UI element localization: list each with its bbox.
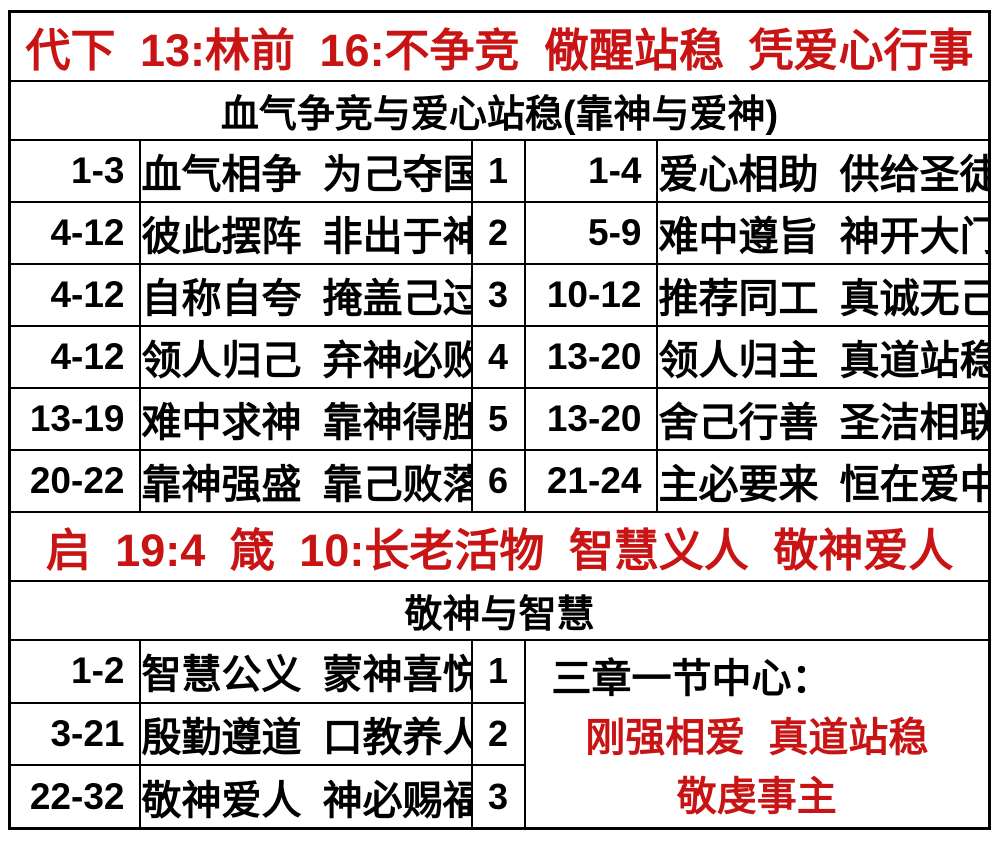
table-row: 1-3 血气相争 为己夺国 1 1-4 爱心相助 供给圣徒 [8, 139, 991, 203]
outline-text-right: 爱心相助 供给圣徒 [655, 139, 991, 203]
outline-text-left: 靠神强盛 靠己败落 [138, 449, 473, 513]
section1-title: 血气争竞与爱心站稳(靠神与爱神) [8, 80, 991, 141]
summary-line-1: 刚强相爱 真道站稳 [585, 715, 929, 760]
row-number: 2 [470, 201, 526, 265]
outline-text-left: 殷勤遵道 口教养人 [138, 701, 473, 767]
section1-title-row: 血气争竞与爱心站稳(靠神与爱神) [8, 80, 991, 141]
verse-range-left: 13-19 [8, 387, 141, 451]
verse-range-right: 13-20 [523, 387, 658, 451]
summary-line-2: 敬虔事主 [676, 775, 837, 820]
verse-range-right: 10-12 [523, 263, 658, 327]
verse-range-left: 1-2 [8, 639, 141, 704]
outline-text-right: 主必要来 恒在爱中 [655, 449, 991, 513]
outline-text-left: 难中求神 靠神得胜 [138, 387, 473, 451]
verse-range-right: 5-9 [523, 201, 658, 265]
row-number: 4 [470, 325, 526, 389]
verse-range-right: 21-24 [523, 449, 658, 513]
table-row: 4-12 自称自夸 掩盖己过 3 10-12 推荐同工 真诚无己 [8, 263, 991, 327]
verse-range-left: 20-22 [8, 449, 141, 513]
header-row-1: 代下 13:林前 16:不争竞 儆醒站稳 凭爱心行事 [8, 10, 991, 82]
row-number: 6 [470, 449, 526, 513]
verse-range-left: 22-32 [8, 764, 141, 830]
table-row: 4-12 彼此摆阵 非出于神 2 5-9 难中遵旨 神开大门 [8, 201, 991, 265]
outline-text-left: 彼此摆阵 非出于神 [138, 201, 473, 265]
table-row: 22-32 敬神爱人 神必赐福 3 [8, 764, 990, 830]
verse-range-left: 3-21 [8, 701, 141, 767]
verse-range-left: 4-12 [8, 263, 141, 327]
row-number: 1 [470, 639, 526, 704]
table-row: 3-21 殷勤遵道 口教养人 2 [8, 701, 990, 767]
outline-text-left: 领人归己 弃神必败 [138, 325, 473, 389]
red-header-1: 代下 13:林前 16:不争竞 儆醒站稳 凭爱心行事 [8, 10, 991, 82]
row-number: 2 [470, 701, 526, 767]
outline-text-left: 敬神爱人 神必赐福 [138, 764, 473, 830]
header-row-2: 启 19:4 箴 10:长老活物 智慧义人 敬神爱人 [8, 511, 991, 582]
table-row: 13-19 难中求神 靠神得胜 5 13-20 舍己行善 圣洁相联 [8, 387, 991, 451]
summary-label: 三章一节中心： [551, 656, 832, 701]
bible-outline-table: 代下 13:林前 16:不争竞 儆醒站稳 凭爱心行事 血气争竞与爱心站稳(靠神与… [8, 10, 992, 830]
summary-block: 三章一节中心： 刚强相爱 真道站稳 敬虔事主 [532, 645, 983, 823]
outline-text-left: 自称自夸 掩盖己过 [138, 263, 473, 327]
section2-title: 敬神与智慧 [8, 580, 991, 641]
outline-text-right: 领人归主 真道站稳 [655, 325, 991, 389]
outline-text-right: 难中遵旨 神开大门 [655, 201, 991, 265]
table-row: 20-22 靠神强盛 靠己败落 6 21-24 主必要来 恒在爱中 [8, 449, 991, 513]
verse-range-right: 13-20 [523, 325, 658, 389]
red-header-2: 启 19:4 箴 10:长老活物 智慧义人 敬神爱人 [8, 511, 991, 582]
section2-title-row: 敬神与智慧 [8, 580, 991, 641]
outline-text-left: 智慧公义 蒙神喜悦 [138, 639, 473, 704]
table-row: 1-2 智慧公义 蒙神喜悦 1 三章一节中心： 刚强相爱 真道站稳 敬虔事主 [8, 639, 991, 830]
verse-range-right: 1-4 [523, 139, 658, 203]
verse-range-left: 4-12 [8, 201, 141, 265]
table-row: 4-12 领人归己 弃神必败 4 13-20 领人归主 真道站稳 [8, 325, 991, 389]
row-number: 5 [470, 387, 526, 451]
outline-text-left: 血气相争 为己夺国 [138, 139, 473, 203]
summary-cell: 三章一节中心： 刚强相爱 真道站稳 敬虔事主 [523, 639, 991, 830]
outline-text-right: 舍己行善 圣洁相联 [655, 387, 991, 451]
outline-text-right: 推荐同工 真诚无己 [655, 263, 991, 327]
verse-range-left: 1-3 [8, 139, 141, 203]
row-number: 3 [470, 263, 526, 327]
row-number: 1 [470, 139, 526, 203]
row-number: 3 [470, 764, 526, 830]
verse-range-left: 4-12 [8, 325, 141, 389]
